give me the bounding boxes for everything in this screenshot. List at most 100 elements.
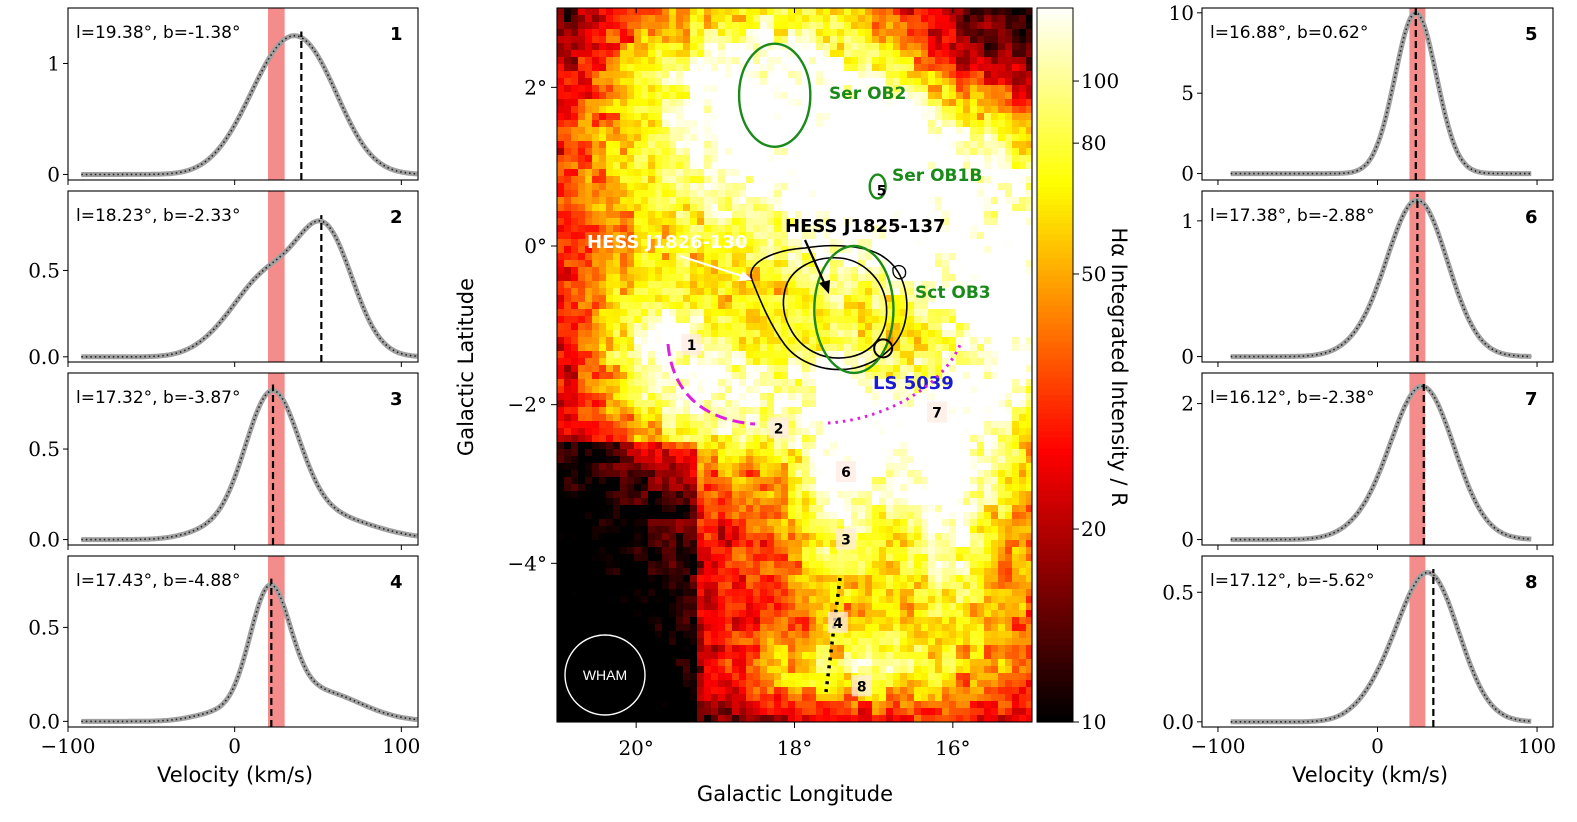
map-pixel xyxy=(683,127,691,135)
map-pixel xyxy=(928,498,936,506)
map-pixel xyxy=(676,22,684,30)
map-pixel xyxy=(711,211,719,219)
map-pixel xyxy=(767,400,775,408)
map-pixel xyxy=(627,288,635,296)
map-pixel xyxy=(865,134,873,142)
map-pixel xyxy=(991,337,999,345)
map-pixel xyxy=(935,141,943,149)
map-pixel xyxy=(844,190,852,198)
map-pixel xyxy=(963,491,971,499)
map-pixel xyxy=(907,162,915,170)
map-pixel xyxy=(767,246,775,254)
map-pixel xyxy=(571,428,579,436)
map-pixel xyxy=(599,246,607,254)
map-pixel xyxy=(774,176,782,184)
map-pixel xyxy=(970,225,978,233)
map-pixel xyxy=(837,393,845,401)
map-pixel xyxy=(809,169,817,177)
map-pixel xyxy=(816,302,824,310)
map-pixel xyxy=(781,106,789,114)
map-pixel xyxy=(725,43,733,51)
map-pixel xyxy=(592,120,600,128)
map-pixel xyxy=(606,302,614,310)
map-pixel xyxy=(935,64,943,72)
map-pixel xyxy=(739,421,747,429)
map-pixel xyxy=(620,71,628,79)
map-pixel xyxy=(739,78,747,86)
map-pixel xyxy=(977,484,985,492)
map-pixel xyxy=(739,316,747,324)
map-pixel xyxy=(788,232,796,240)
map-pixel xyxy=(809,225,817,233)
map-pixel xyxy=(704,309,712,317)
map-pixel xyxy=(809,484,817,492)
map-pixel xyxy=(641,232,649,240)
map-pixel xyxy=(809,491,817,499)
map-pixel xyxy=(774,309,782,317)
map-pixel xyxy=(816,484,824,492)
map-pixel xyxy=(718,344,726,352)
map-pixel xyxy=(998,260,1006,268)
map-pixel xyxy=(767,288,775,296)
map-pixel xyxy=(718,148,726,156)
map-pixel xyxy=(823,225,831,233)
map-pixel xyxy=(858,197,866,205)
map-pixel xyxy=(718,400,726,408)
map-pixel xyxy=(648,183,656,191)
map-pixel xyxy=(1026,22,1032,30)
map-pixel xyxy=(578,498,586,506)
map-pixel xyxy=(977,463,985,471)
map-pixel xyxy=(613,218,621,226)
map-pixel xyxy=(732,400,740,408)
map-pixel xyxy=(823,197,831,205)
map-pixel xyxy=(578,113,586,121)
map-pixel xyxy=(956,211,964,219)
map-pixel xyxy=(781,491,789,499)
map-pixel xyxy=(788,176,796,184)
map-pixel xyxy=(809,71,817,79)
map-pixel xyxy=(599,358,607,366)
map-pixel xyxy=(725,176,733,184)
map-pixel xyxy=(795,442,803,450)
map-pixel xyxy=(1019,239,1027,247)
map-pixel xyxy=(725,113,733,121)
map-pixel xyxy=(571,449,579,457)
map-pixel xyxy=(837,239,845,247)
map-pixel xyxy=(809,267,817,275)
map-pixel xyxy=(571,323,579,331)
fit-profile xyxy=(1230,199,1532,358)
map-pixel xyxy=(816,428,824,436)
map-pixel xyxy=(627,162,635,170)
map-pixel xyxy=(949,99,957,107)
map-pixel xyxy=(557,470,565,478)
map-pixel xyxy=(592,225,600,233)
map-pixel xyxy=(942,323,950,331)
map-pixel xyxy=(984,484,992,492)
map-pixel xyxy=(1019,211,1027,219)
map-pixel xyxy=(893,330,901,338)
map-pixel xyxy=(760,190,768,198)
map-pixel xyxy=(1005,407,1013,415)
map-pixel xyxy=(557,484,565,492)
map-pixel xyxy=(879,393,887,401)
map-pixel xyxy=(1012,148,1020,156)
map-pixel xyxy=(844,218,852,226)
map-pixel xyxy=(865,29,873,37)
map-pixel xyxy=(571,43,579,51)
map-pixel xyxy=(830,127,838,135)
map-pixel xyxy=(732,29,740,37)
map-pixel xyxy=(809,386,817,394)
map-pixel xyxy=(620,22,628,30)
map-pixel xyxy=(914,246,922,254)
map-pixel xyxy=(627,323,635,331)
map-pixel xyxy=(872,99,880,107)
map-pixel xyxy=(879,29,887,37)
map-pixel xyxy=(634,281,642,289)
map-pixel xyxy=(774,267,782,275)
map-pixel xyxy=(613,491,621,499)
map-pixel xyxy=(991,36,999,44)
map-pixel xyxy=(991,120,999,128)
panel-number: 8 xyxy=(1525,572,1538,593)
map-pixel xyxy=(795,435,803,443)
map-pixel xyxy=(627,281,635,289)
